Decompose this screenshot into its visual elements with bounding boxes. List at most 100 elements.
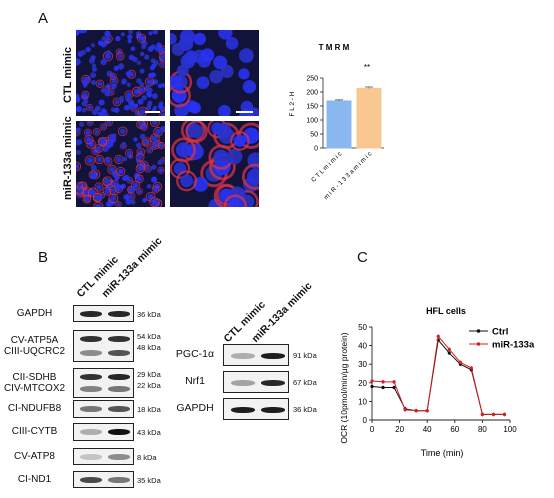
cell-nucleus: [139, 87, 144, 93]
cell-nucleus: [209, 69, 224, 84]
cell-mitochondria: [103, 156, 113, 166]
cell-nucleus: [76, 107, 81, 112]
cell-nucleus: [100, 137, 105, 142]
cell-nucleus: [151, 144, 157, 149]
ocr-line-chart: HFL cells OCR (10pmol/min/μg protein) Ti…: [339, 306, 535, 458]
cell-nucleus: [105, 36, 112, 42]
tmrm-significance: **: [364, 63, 370, 72]
blot-band: [80, 336, 102, 342]
ocr-y-tick-label: 0: [363, 416, 368, 425]
cell-nucleus: [137, 165, 144, 172]
cell-nucleus: [100, 88, 106, 94]
ocr-series: [370, 334, 507, 417]
cell-nucleus: [156, 47, 161, 52]
cell-nucleus: [139, 82, 145, 87]
cell-nucleus: [247, 168, 259, 185]
cell-mitochondria: [149, 121, 160, 127]
cell-nucleus: [157, 159, 163, 166]
blot-right-label-1: Nrf1: [185, 375, 205, 387]
cell-nucleus: [76, 127, 81, 132]
cell-nucleus: [85, 196, 90, 201]
cell-nucleus: [238, 68, 250, 80]
blot-right-label-0: PGC-1α: [175, 348, 215, 360]
cell-nucleus: [110, 74, 116, 79]
cell-nucleus: [76, 30, 80, 36]
cell-nucleus: [106, 70, 113, 77]
cell-mitochondria: [159, 110, 165, 116]
row-label-mir133a-mimic: miR-133a mimic: [62, 116, 74, 200]
tmrm-y-tick-label: 250: [306, 76, 318, 83]
cell-nucleus: [114, 99, 120, 105]
cell-nucleus: [152, 30, 158, 35]
cell-nucleus: [113, 107, 120, 113]
cell-nucleus: [151, 135, 156, 141]
cell-nucleus: [104, 90, 110, 97]
cell-mitochondria: [116, 166, 126, 177]
cell-nucleus: [92, 148, 99, 154]
cell-mitochondria: [83, 128, 92, 137]
blot-kda-0: 36 kDa: [137, 309, 161, 319]
cell-mitochondria: [223, 194, 247, 207]
cell-nucleus: [94, 129, 100, 135]
tmrm-y-tick-label: 200: [306, 90, 318, 97]
cell-nucleus: [76, 139, 82, 146]
blot-band: [108, 476, 130, 483]
ocr-legend: Ctrl miR-133a: [469, 327, 535, 351]
cell-mitochondria: [83, 194, 92, 203]
cell-nucleus: [89, 189, 97, 196]
blot-band: [80, 476, 102, 483]
cell-nucleus: [218, 30, 233, 40]
cell-nucleus: [95, 203, 102, 207]
cell-nucleus: [117, 168, 124, 175]
cell-nucleus: [103, 112, 109, 116]
scale-bar-zoom: [236, 111, 253, 113]
cell-nucleus: [110, 138, 116, 144]
cell-mitochondria: [76, 161, 82, 172]
tmrm-bar-chart: T M R M F L 2 - H 0 50 100 150 200 250 ** C T…: [289, 43, 384, 201]
cell-nucleus: [139, 133, 146, 140]
cell-mitochondria: [84, 135, 94, 145]
cell-mitochondria: [241, 163, 259, 190]
blot-right-kda-0: 91 kDa: [293, 351, 317, 360]
blot-right-label-2: GAPDH: [176, 402, 214, 414]
cell-nucleus: [146, 92, 153, 98]
blot-strip: [73, 400, 134, 418]
cell-nucleus: [112, 172, 118, 178]
panel-label-b: B: [38, 249, 49, 266]
tmrm-x-labels: C T L m i m i cm i R - 1 3 3 a m i m i c: [310, 150, 373, 201]
cell-mitochondria: [176, 170, 198, 192]
blot-kda-2: 29 kDa: [137, 370, 161, 379]
cell-nucleus: [96, 156, 103, 163]
cell-nucleus: [136, 176, 143, 182]
cell-nucleus: [159, 143, 164, 148]
blot-band: [108, 350, 130, 356]
blot-strip: [73, 330, 134, 362]
ocr-ylabel: OCR (10pmol/min/μg protein): [339, 332, 349, 443]
blot-kda-3: 18 kDa: [137, 405, 161, 414]
cell-nucleus: [76, 96, 81, 103]
cell-mitochondria: [104, 121, 113, 127]
tmrm-y-tick-label: 50: [310, 132, 318, 139]
blot-label-0: GAPDH: [16, 307, 53, 319]
blot-band: [231, 407, 255, 413]
ocr-series-line: [371, 338, 505, 415]
cell-mitochondria: [157, 141, 165, 149]
cell-nucleus: [77, 183, 82, 188]
blot-band: [261, 353, 285, 359]
cell-nucleus: [101, 124, 106, 130]
cell-nucleus: [117, 53, 123, 60]
row-label-ctl-mimic: CTL mimic: [62, 46, 74, 103]
cell-nucleus: [97, 111, 103, 116]
cell-nucleus: [83, 98, 89, 104]
blot-label-2: CII-SDHB CIV-MTCOX2: [3, 372, 66, 394]
cell-nucleus: [114, 176, 120, 181]
cell-nucleus: [157, 83, 163, 89]
cell-nucleus: [226, 148, 243, 165]
cell-nucleus: [100, 58, 107, 66]
cell-nucleus: [125, 71, 131, 76]
cell-nucleus: [115, 35, 121, 42]
cell-mitochondria: [171, 137, 196, 163]
blot-label-5: CV-ATP8: [14, 450, 55, 462]
cell-nucleus: [139, 51, 145, 57]
blot-band: [80, 453, 102, 460]
